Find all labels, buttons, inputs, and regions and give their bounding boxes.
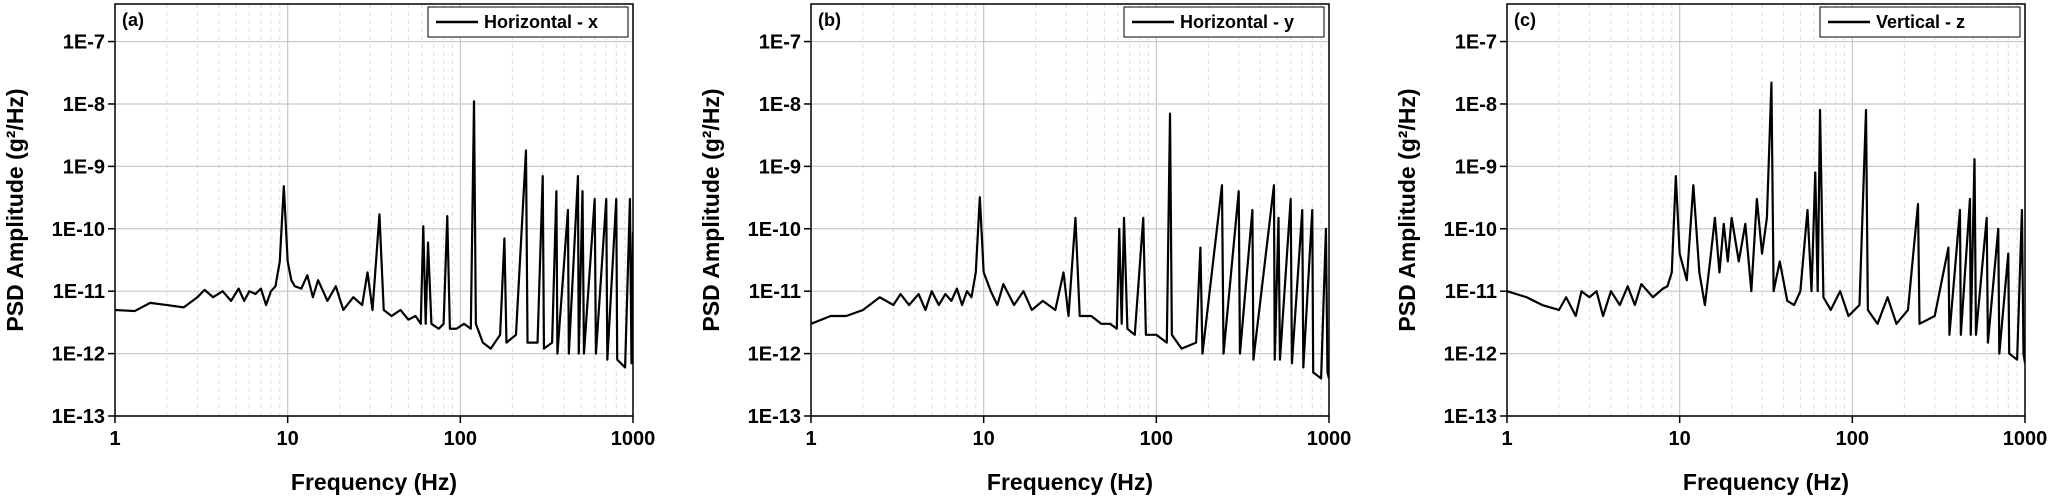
- y-tick-label: 1E-8: [1455, 94, 1497, 116]
- y-axis-label: PSD Amplitude (g²/Hz): [2, 88, 28, 331]
- panel: 1 10 100 1000 1E-13 1E-12 1E-11 1E-10 1E-9 1E-8 1E…: [698, 3, 1352, 495]
- x-tick-label: 10: [973, 428, 995, 450]
- y-tick-label: 1E-9: [63, 156, 105, 178]
- y-tick-label: 1E-12: [748, 344, 801, 366]
- x-tick-label: 1000: [2003, 428, 2048, 450]
- y-tick-label: 1E-10: [52, 219, 105, 241]
- y-tick-label: 1E-8: [759, 94, 801, 116]
- y-axis-label: PSD Amplitude (g²/Hz): [1394, 88, 1420, 331]
- y-tick-label: 1E-13: [52, 406, 105, 428]
- y-tick-label: 1E-9: [759, 156, 801, 178]
- x-tick-label: 10: [277, 428, 299, 450]
- psd-line: [1507, 81, 2025, 364]
- legend-label: Vertical - z: [1876, 12, 1965, 32]
- y-tick-label: 1E-8: [63, 94, 105, 116]
- panel: 1 10 100 1000 1E-13 1E-12 1E-11 1E-10 1E-9 1E-8 1E…: [1394, 3, 2048, 495]
- x-tick-label: 1000: [1307, 428, 1352, 450]
- x-tick-label: 1: [109, 428, 120, 450]
- x-tick-label: 1000: [611, 428, 656, 450]
- y-tick-label: 1E-11: [1445, 281, 1497, 303]
- y-tick-label: 1E-12: [1444, 344, 1497, 366]
- y-tick-label: 1E-9: [1455, 156, 1497, 178]
- legend-label: Horizontal - y: [1180, 12, 1294, 32]
- y-tick-label: 1E-7: [63, 32, 105, 54]
- plot-frame: [1506, 3, 2026, 417]
- x-tick-label: 10: [1669, 428, 1691, 450]
- x-tick-label: 100: [1836, 428, 1869, 450]
- y-tick-label: 1E-11: [53, 281, 105, 303]
- panel-label: (c): [1514, 10, 1536, 30]
- y-tick-label: 1E-10: [748, 219, 801, 241]
- plot-frame: [114, 3, 634, 417]
- x-tick-label: 1: [805, 428, 816, 450]
- psd-line: [811, 112, 1329, 380]
- legend-label: Horizontal - x: [484, 12, 598, 32]
- x-axis-label: Frequency (Hz): [1683, 469, 1849, 495]
- x-axis-label: Frequency (Hz): [291, 469, 457, 495]
- psd-line: [115, 100, 633, 369]
- y-tick-label: 1E-12: [52, 344, 105, 366]
- y-axis-label: PSD Amplitude (g²/Hz): [698, 88, 724, 331]
- y-tick-label: 1E-7: [759, 32, 801, 54]
- plot-frame: [810, 3, 1330, 417]
- panel-label: (b): [818, 10, 841, 30]
- x-tick-label: 100: [444, 428, 477, 450]
- y-tick-label: 1E-7: [1455, 32, 1497, 54]
- x-tick-label: 100: [1140, 428, 1173, 450]
- y-tick-label: 1E-11: [749, 281, 801, 303]
- y-tick-label: 1E-13: [1444, 406, 1497, 428]
- x-tick-label: 1: [1501, 428, 1512, 450]
- panel: 1 10 100 1000 1E-13 1E-12 1E-11 1E-10 1E-9 1E-8 1E…: [2, 3, 656, 495]
- panel-label: (a): [122, 10, 144, 30]
- x-axis-label: Frequency (Hz): [987, 469, 1153, 495]
- y-tick-label: 1E-10: [1444, 219, 1497, 241]
- y-tick-label: 1E-13: [748, 406, 801, 428]
